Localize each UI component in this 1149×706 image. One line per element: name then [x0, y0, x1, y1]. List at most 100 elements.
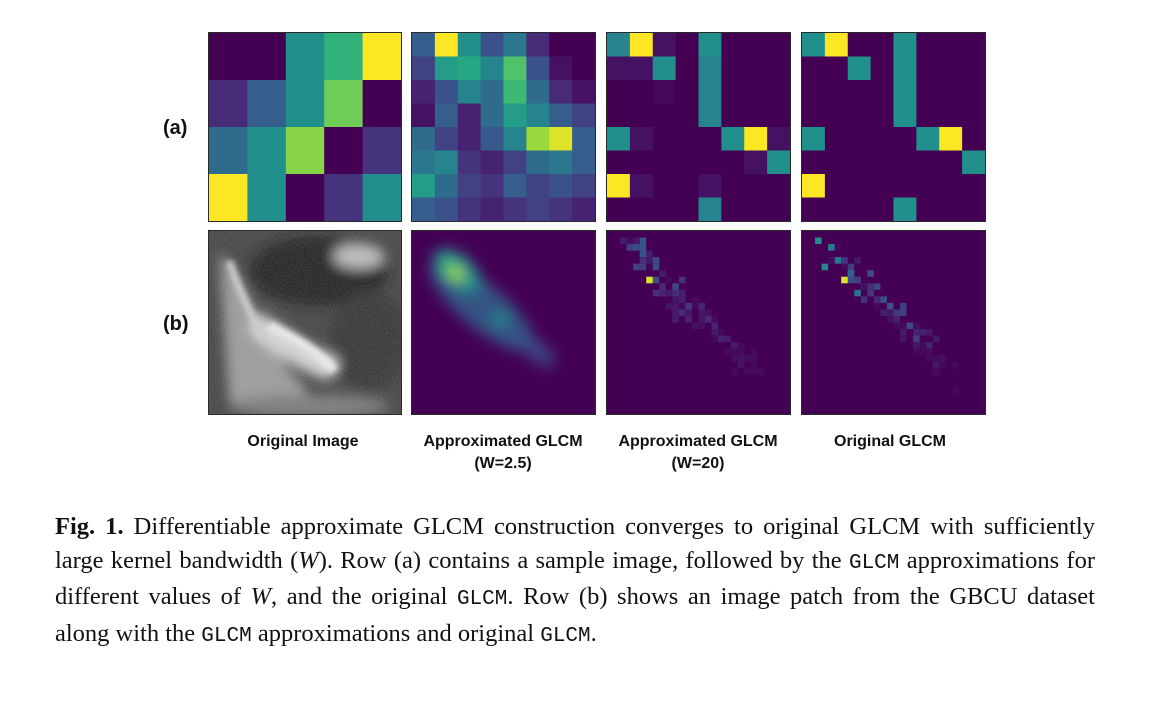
heatmap-cell [678, 302, 686, 310]
heatmap-cell [750, 361, 758, 369]
heatmap-cell [209, 174, 249, 221]
heatmap-cell [744, 33, 768, 57]
heatmap-cell [457, 127, 482, 151]
heatmap-cell [767, 197, 790, 221]
heatmap-cell [939, 127, 963, 151]
heatmap-cell [572, 197, 595, 221]
heatmap-cell [750, 355, 758, 362]
heatmap-cell [698, 315, 706, 323]
column-label-original-glcm: Original GLCM [790, 431, 990, 453]
heatmap-cell [767, 174, 790, 198]
caption-code: GLCM [456, 588, 508, 611]
heatmap-cell [672, 309, 679, 316]
heatmap-cell [503, 33, 527, 57]
heatmap-cell [626, 244, 634, 251]
heatmap-cell [434, 127, 459, 151]
heatmap-cell [659, 283, 666, 290]
heatmap-cell [480, 103, 504, 128]
caption-code: GLCM [848, 551, 900, 575]
heatmap-cell [916, 127, 940, 151]
heatmap-cell [860, 283, 868, 290]
row-b-approx-glcm-w2.5-panel [411, 230, 596, 415]
heatmap-cell [893, 174, 917, 198]
heatmap-cell [434, 80, 459, 104]
heatmap-cell [847, 263, 855, 271]
heatmap-cell [886, 315, 894, 323]
heatmap-cell [939, 197, 963, 221]
heatmap-cell [646, 250, 653, 258]
heatmap-cell [457, 103, 482, 128]
heatmap-cell [847, 33, 872, 57]
heatmap-cell [870, 127, 894, 151]
heatmap-cell [824, 33, 849, 57]
heatmap-cell [672, 289, 679, 297]
heatmap-cell [457, 197, 482, 221]
heatmap-cell [913, 348, 920, 356]
heatmap-cell [324, 174, 364, 221]
heatmap-cell [549, 174, 573, 198]
heatmap-cell [412, 56, 436, 81]
heatmap-cell [633, 263, 640, 271]
heatmap-cell [209, 33, 249, 81]
heatmap-cell [480, 56, 504, 81]
heatmap-cell [847, 103, 872, 128]
heatmap-cell [247, 33, 287, 81]
heatmap-cell [247, 174, 287, 221]
caption-var: W [250, 583, 272, 610]
heatmap-cell [362, 174, 401, 221]
heatmap-cell [247, 127, 287, 175]
heatmap-cell [457, 80, 482, 104]
column-label-line1: Original Image [247, 433, 359, 450]
heatmap-cell [659, 270, 666, 277]
heatmap-cell [886, 302, 894, 310]
heatmap-cell [939, 150, 963, 175]
heatmap-cell [767, 56, 790, 81]
heatmap-cell [672, 315, 679, 323]
heatmap-cell [711, 329, 719, 336]
caption-text: , and the original [271, 583, 457, 610]
heatmap-cell [834, 257, 842, 264]
heatmap-cell [962, 174, 985, 198]
heatmap-cell [480, 150, 504, 175]
heatmap-cell [900, 309, 907, 316]
heatmap-cell [870, 103, 894, 128]
heatmap-cell [893, 309, 901, 316]
heatmap-cell [652, 174, 677, 198]
heatmap-cell [698, 302, 706, 310]
heatmap-cell [480, 80, 504, 104]
heatmap-cell [549, 80, 573, 104]
heatmap-cell [698, 56, 722, 81]
heatmap-cell [652, 56, 677, 81]
heatmap-cell [672, 283, 679, 290]
heatmap-cell [480, 127, 504, 151]
heatmap-cell [698, 103, 722, 128]
heatmap-cell [665, 302, 673, 310]
row-a-original-glcm-panel [801, 32, 986, 222]
column-label-approx-w2.5: Approximated GLCM (W=2.5) [403, 431, 603, 475]
heatmap-cell [724, 348, 732, 356]
heatmap-cell [412, 197, 436, 221]
heatmap-cell [873, 296, 881, 303]
heatmap-cell [572, 174, 595, 198]
heatmap-cell [691, 322, 699, 330]
heatmap-cell [767, 127, 790, 151]
heatmap-cell [757, 368, 764, 375]
heatmap-cell [652, 257, 660, 264]
heatmap-cell [744, 80, 768, 104]
heatmap-cell [659, 289, 666, 297]
heatmap-cell [607, 80, 631, 104]
heatmap-cell [691, 302, 699, 310]
heatmap-cell [737, 342, 745, 349]
heatmap-cell [932, 335, 940, 343]
heatmap-cell [737, 355, 745, 362]
approx-glcm-w2.5-heatmap [430, 249, 556, 368]
heatmap-cell [847, 80, 872, 104]
heatmap-cell [209, 127, 249, 175]
heatmap-cell [675, 127, 699, 151]
heatmap-cell [629, 80, 654, 104]
heatmap-cell [737, 361, 745, 369]
heatmap-cell [685, 315, 692, 323]
heatmap-cell [847, 276, 855, 284]
heatmap-cell [678, 276, 686, 284]
heatmap-cell [639, 257, 647, 264]
